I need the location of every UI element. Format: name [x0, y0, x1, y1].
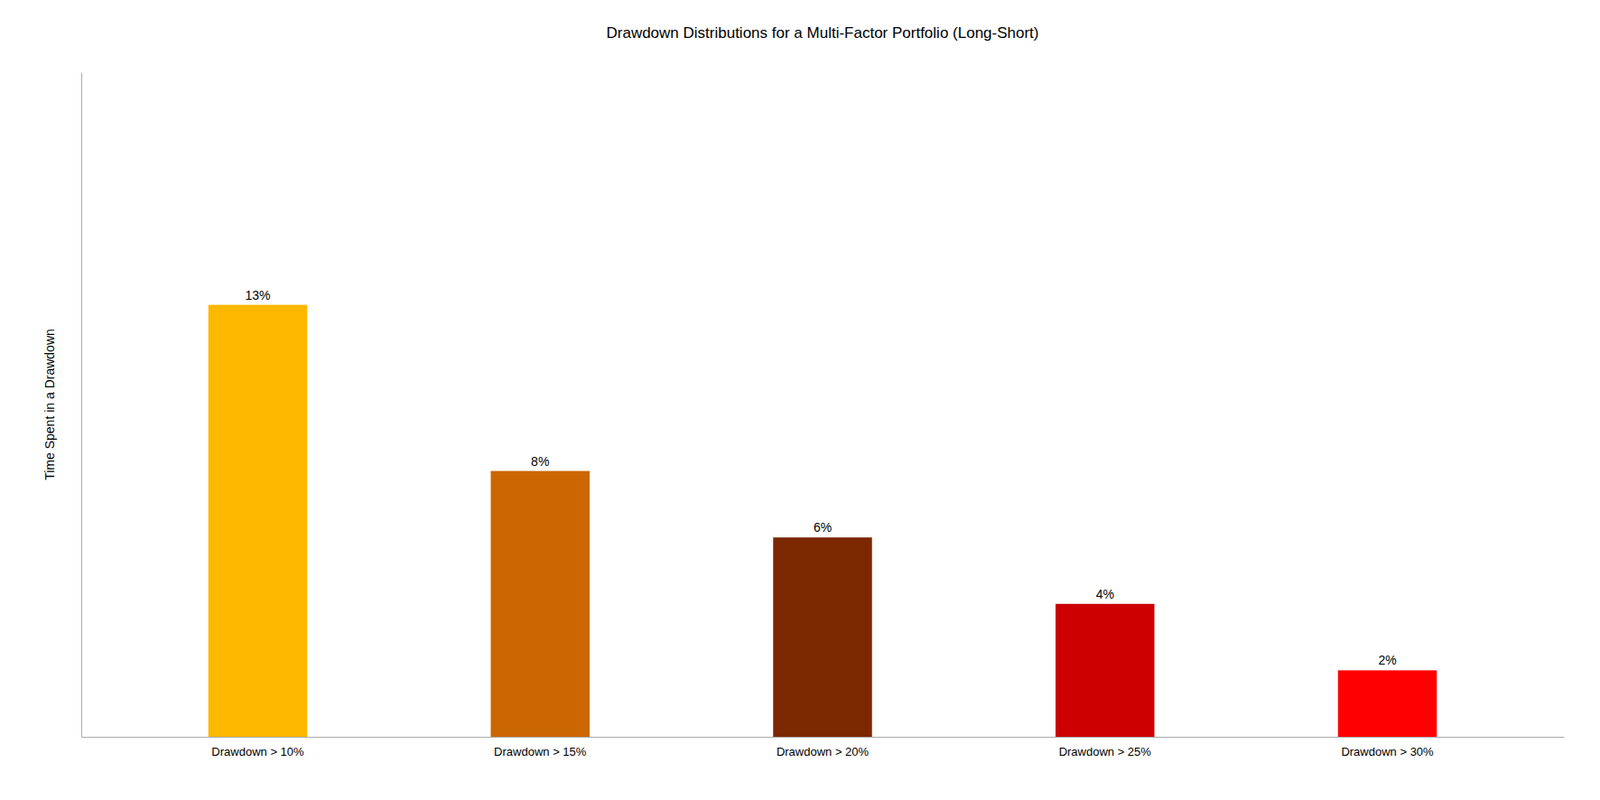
x-tick-label: Drawdown > 25% [1059, 744, 1153, 759]
bar [772, 537, 872, 737]
data-label: 4% [1096, 586, 1115, 602]
bar [1055, 604, 1154, 737]
bar [1338, 669, 1437, 737]
data-label: 6% [813, 520, 832, 535]
x-tick: Drawdown > 20% [776, 744, 870, 759]
x-tick: Drawdown > 25% [1059, 744, 1153, 759]
x-tick-label: Drawdown > 10% [211, 744, 305, 759]
y-axis-line [81, 73, 83, 738]
chart-container: Drawdown > 10% Drawdown > 15% Drawdown > 2… [0, 0, 1600, 800]
x-tick-label: Drawdown > 30% [1340, 744, 1434, 759]
x-tick-label: Drawdown > 20% [776, 744, 870, 759]
bar [491, 471, 590, 737]
data-label: 8% [530, 454, 549, 469]
x-tick: Drawdown > 10% [211, 744, 305, 759]
plot-area: Drawdown > 10% Drawdown > 15% Drawdown > 2… [82, 73, 1565, 760]
bar [208, 305, 307, 737]
x-tick: Drawdown > 15% [493, 744, 587, 759]
data-label: 13% [244, 288, 270, 303]
y-axis [81, 73, 83, 738]
data-label: 2% [1377, 652, 1396, 668]
y-axis-title: Time Spent in a Drawdown [42, 328, 57, 481]
x-axis: Drawdown > 10% Drawdown > 15% Drawdown > 2… [82, 737, 1565, 760]
data-labels: 13% 8% 6% 4% 2% [244, 288, 1396, 669]
chart-title: Drawdown Distributions for a Multi-Facto… [605, 24, 1039, 42]
x-tick: Drawdown > 30% [1340, 744, 1434, 759]
chart-svg: Drawdown > 10% Drawdown > 15% Drawdown > 2… [0, 0, 1600, 800]
x-tick-label: Drawdown > 15% [493, 744, 587, 759]
bars [208, 305, 1438, 737]
x-axis-line [82, 736, 1565, 738]
